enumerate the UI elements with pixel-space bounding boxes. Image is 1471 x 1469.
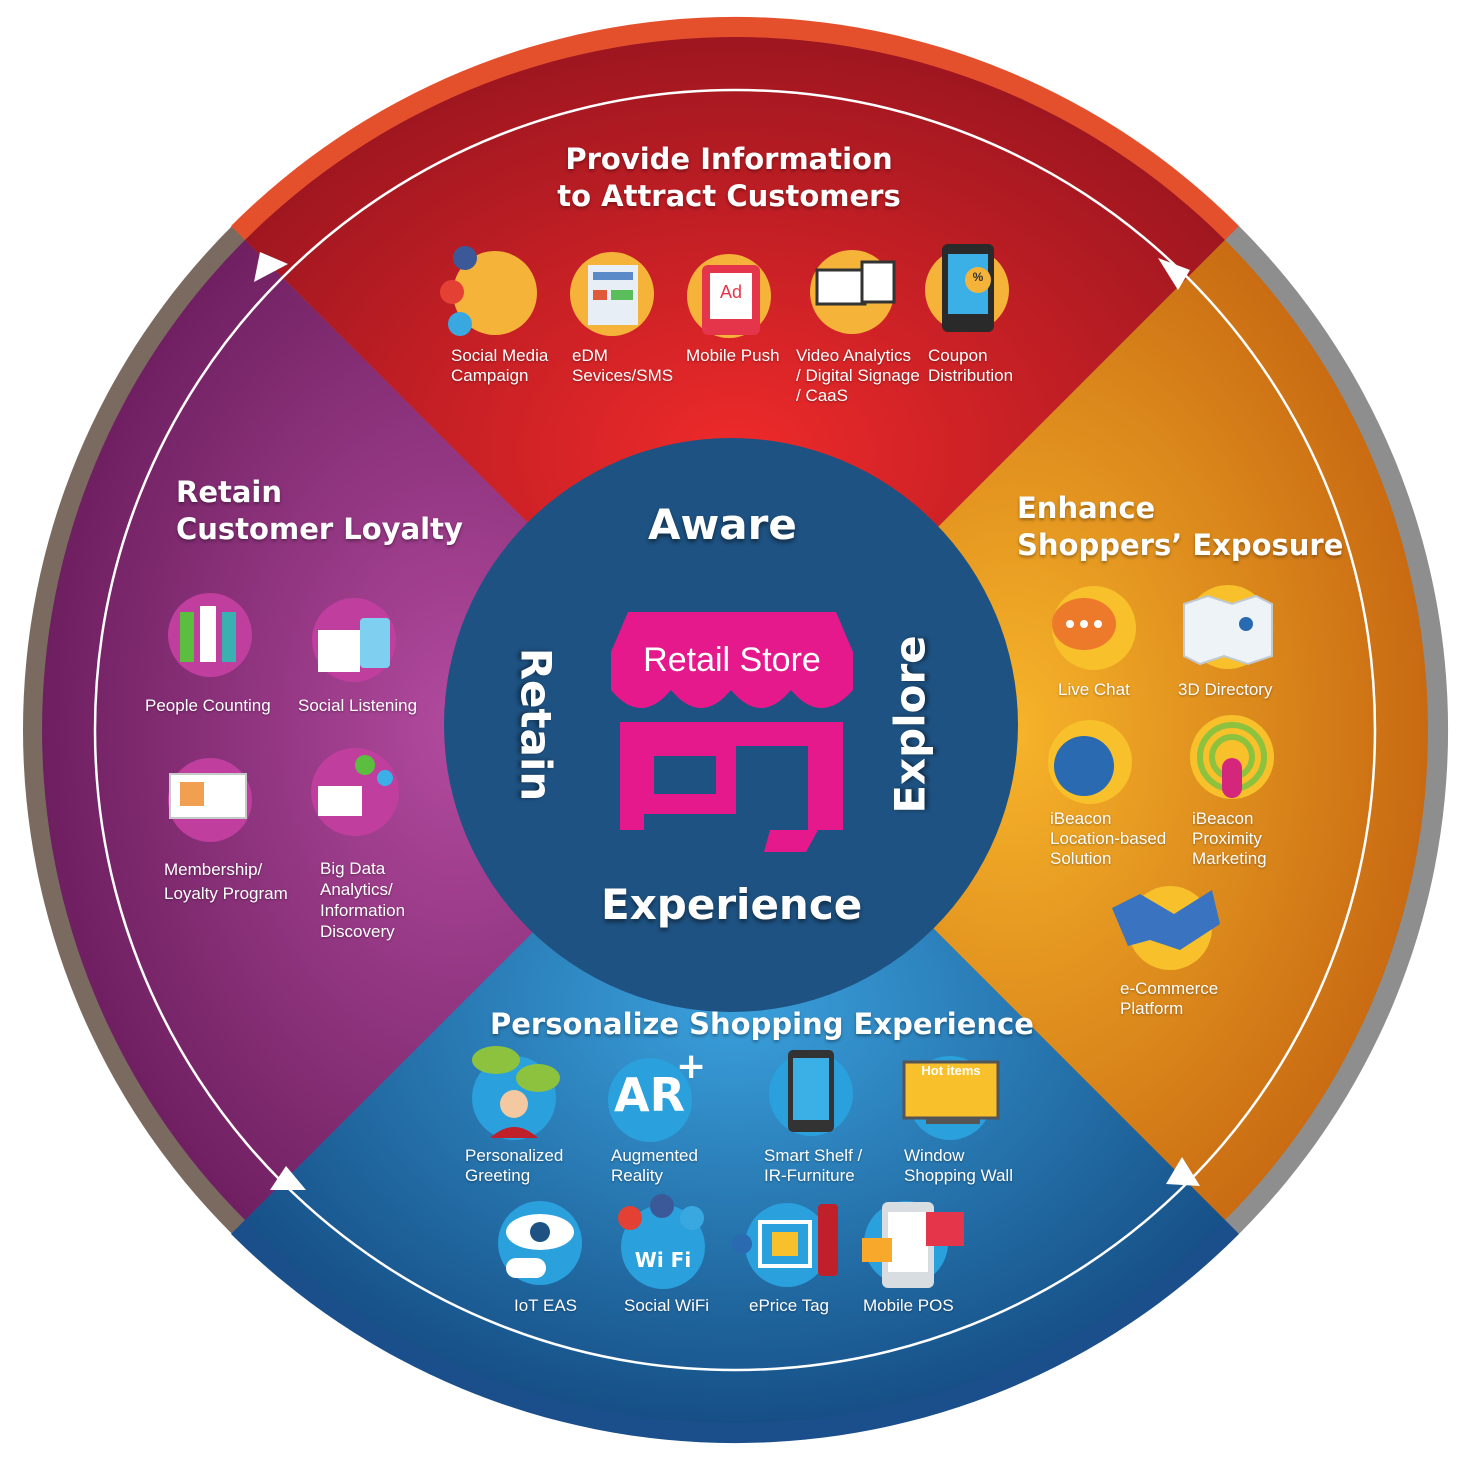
store-icon (611, 612, 853, 852)
stage-aware: Aware (648, 500, 797, 549)
item-label: Live Chat (1058, 680, 1130, 699)
item-label: Video Analytics / Digital Signage / CaaS (796, 346, 920, 405)
lightbulb-social-icon (453, 251, 537, 335)
video-screens-icon (810, 250, 894, 334)
beacon-signal-icon (1190, 715, 1274, 799)
ar-text: AR (614, 1068, 686, 1122)
cycle-arrow-icon (1166, 1157, 1200, 1186)
item-label: Mobile POS (863, 1296, 954, 1315)
quadrant-left (42, 240, 735, 1220)
item-label: Augmented Reality (611, 1146, 698, 1185)
stage-explore: Explore (885, 635, 935, 814)
section-title-right: Enhance Shoppers’ Exposure (1017, 491, 1344, 562)
quadrant-bottom (245, 730, 1225, 1423)
wifi-text: Wi Fi (634, 1248, 692, 1272)
cycle-arrow-icon (254, 252, 288, 282)
section-title-left: Retain Customer Loyalty (176, 475, 463, 546)
stage-retain: Retain (511, 647, 561, 802)
map-icon (1186, 585, 1270, 669)
coupon-percent-text: % (972, 270, 984, 284)
item-label: Social WiFi (624, 1296, 710, 1315)
item-label: Window Shopping Wall (904, 1146, 1013, 1185)
ar-plus-text: + (676, 1046, 707, 1087)
item-label: iBeacon Proximity Marketing (1192, 809, 1267, 868)
mobile-ad-text: Ad (719, 282, 743, 302)
chat-bubble-icon (1052, 586, 1136, 670)
item-label: Personalized Greeting (465, 1146, 564, 1185)
item-label: Membership/ Loyalty Program (164, 860, 288, 903)
hot-items-text: Hot items (921, 1063, 981, 1078)
free-wifi-icon (621, 1205, 705, 1289)
phone-coupon-icon (925, 248, 1009, 332)
handshake-icon (1128, 886, 1212, 970)
stage-experience: Experience (601, 880, 863, 929)
item-label: Coupon Distribution (928, 346, 1014, 385)
people-icon (168, 593, 252, 677)
social-listening-icon (312, 598, 396, 682)
item-label: Social Media Campaign (451, 346, 549, 385)
quadrant-top (245, 37, 1225, 730)
item-label: Smart Shelf / IR-Furniture (764, 1146, 863, 1185)
eye-sensor-icon (498, 1201, 582, 1285)
price-tag-scan-icon (745, 1203, 829, 1287)
item-label: Social Listening (298, 696, 418, 715)
item-label: People Counting (145, 696, 271, 715)
cycle-arrow-icon (270, 1166, 306, 1190)
item-label: Mobile Push (686, 346, 780, 365)
section-title-bottom: Personalize Shopping Experience (490, 1007, 1034, 1041)
globe-touch-icon (1048, 720, 1132, 804)
greeting-person-icon (472, 1056, 556, 1140)
store-label: Retail Store (643, 641, 821, 679)
mobile-pos-icon (864, 1201, 948, 1285)
item-label: iBeacon Location-based Solution (1050, 809, 1167, 868)
tablet-shelf-icon (769, 1052, 853, 1136)
cycle-arrow-icon (1158, 258, 1190, 290)
item-label: eDM Sevices/SMS (572, 346, 674, 385)
item-label: 3D Directory (1178, 680, 1273, 699)
item-label: ePrice Tag (749, 1296, 830, 1315)
big-data-icon (311, 748, 399, 836)
item-label: Big Data Analytics/ Information Discover… (320, 859, 406, 941)
item-label: e-Commerce Platform (1120, 979, 1219, 1018)
newsletter-icon (570, 252, 654, 336)
member-card-icon (168, 758, 252, 842)
item-label: IoT EAS (514, 1296, 577, 1315)
cycle-ring (93, 88, 1377, 1372)
section-title-top: Provide Information to Attract Customers (557, 142, 901, 213)
